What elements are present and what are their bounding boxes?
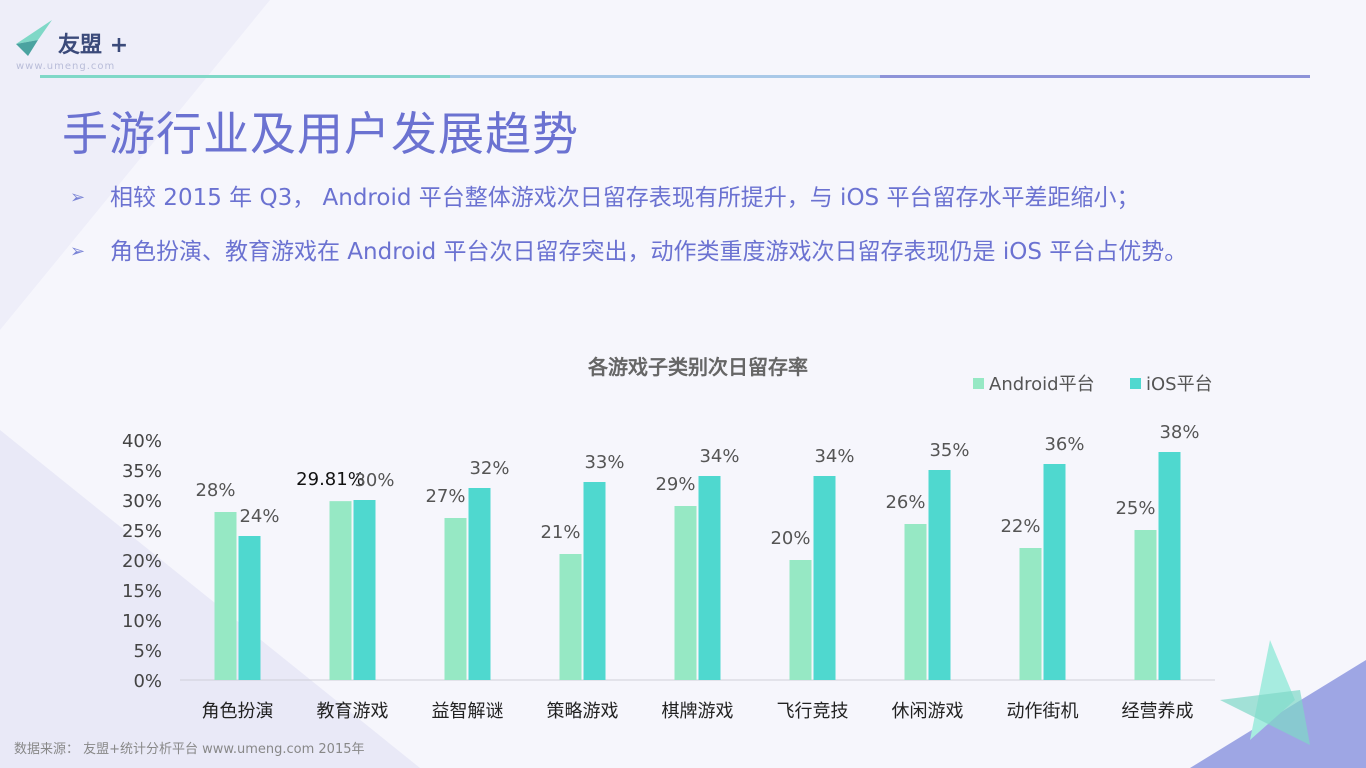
bar bbox=[698, 476, 721, 680]
data-label: 38% bbox=[1159, 422, 1199, 443]
data-label: 30% bbox=[354, 470, 394, 491]
data-label: 20% bbox=[770, 528, 810, 549]
bar bbox=[674, 506, 697, 680]
data-label: 24% bbox=[239, 506, 279, 527]
logo-url: www.umeng.com bbox=[16, 61, 116, 72]
bar bbox=[583, 482, 606, 680]
legend-swatch bbox=[1130, 378, 1141, 389]
x-category-label: 休闲游戏 bbox=[892, 701, 964, 722]
bar bbox=[444, 518, 467, 680]
logo-text: 友盟 + bbox=[58, 33, 129, 58]
bullet-text: 角色扮演、教育游戏在 Android 平台次日留存突出，动作类重度游戏次日留存表… bbox=[110, 239, 1188, 265]
bar bbox=[214, 512, 237, 680]
legend-label: iOS平台 bbox=[1146, 374, 1213, 395]
data-label: 36% bbox=[1044, 434, 1084, 455]
bullet-item: ➢ 相较 2015 年 Q3， Android 平台整体游戏次日留存表现有所提升… bbox=[70, 172, 1320, 224]
y-tick-label: 35% bbox=[122, 461, 162, 482]
bar bbox=[1158, 452, 1181, 680]
data-label: 33% bbox=[584, 452, 624, 473]
x-category-label: 棋牌游戏 bbox=[662, 701, 734, 722]
header-divider bbox=[880, 75, 1310, 78]
data-label: 27% bbox=[425, 486, 465, 507]
header-divider bbox=[40, 75, 450, 78]
bar bbox=[904, 524, 927, 680]
x-category-label: 角色扮演 bbox=[202, 701, 274, 722]
x-category-label: 飞行竞技 bbox=[777, 701, 849, 722]
bar bbox=[928, 470, 951, 680]
data-label: 21% bbox=[540, 522, 580, 543]
page-title: 手游行业及用户发展趋势 bbox=[62, 107, 579, 161]
y-tick-label: 30% bbox=[122, 491, 162, 512]
arrow-bullet-icon: ➢ bbox=[70, 241, 86, 262]
data-label: 25% bbox=[1115, 498, 1155, 519]
retention-bar-chart: 各游戏子类别次日留存率 Android平台 iOS平台 0% 5% 10% 15% 20% 25… bbox=[122, 355, 1215, 722]
bar bbox=[353, 500, 376, 680]
bar bbox=[1134, 530, 1157, 680]
bar bbox=[329, 501, 352, 680]
chart-title: 各游戏子类别次日留存率 bbox=[587, 355, 808, 379]
bar bbox=[1043, 464, 1066, 680]
data-label: 26% bbox=[885, 492, 925, 513]
y-tick-label: 10% bbox=[122, 611, 162, 632]
y-tick-label: 20% bbox=[122, 551, 162, 572]
bar bbox=[559, 554, 582, 680]
x-category-label: 益智解谜 bbox=[432, 701, 504, 722]
y-tick-label: 5% bbox=[133, 641, 162, 662]
bullet-text: 相较 2015 年 Q3， Android 平台整体游戏次日留存表现有所提升，与… bbox=[110, 185, 1140, 211]
x-category-label: 教育游戏 bbox=[317, 701, 389, 722]
x-category-label: 经营养成 bbox=[1122, 701, 1194, 722]
y-tick-label: 40% bbox=[122, 431, 162, 452]
bar bbox=[468, 488, 491, 680]
data-label: 35% bbox=[929, 440, 969, 461]
data-label: 34% bbox=[699, 446, 739, 467]
x-category-label: 动作街机 bbox=[1007, 701, 1079, 722]
bar bbox=[813, 476, 836, 680]
arrow-bullet-icon: ➢ bbox=[70, 187, 86, 208]
data-label: 29% bbox=[655, 474, 695, 495]
logo bbox=[14, 18, 214, 78]
bar bbox=[789, 560, 812, 680]
x-category-label: 策略游戏 bbox=[547, 701, 619, 722]
bullet-item: ➢ 角色扮演、教育游戏在 Android 平台次日留存突出，动作类重度游戏次日留… bbox=[70, 226, 1320, 326]
header-divider bbox=[450, 75, 880, 78]
y-tick-label: 0% bbox=[133, 671, 162, 692]
bar bbox=[238, 536, 261, 680]
logo-bird-icon bbox=[16, 20, 52, 56]
y-tick-label: 25% bbox=[122, 521, 162, 542]
legend-label: Android平台 bbox=[989, 374, 1095, 395]
data-label: 34% bbox=[814, 446, 854, 467]
legend-swatch bbox=[973, 378, 984, 389]
y-tick-label: 15% bbox=[122, 581, 162, 602]
data-label: 22% bbox=[1000, 516, 1040, 537]
bar bbox=[1019, 548, 1042, 680]
data-label: 28% bbox=[195, 480, 235, 501]
source-footnote: 数据来源： 友盟+统计分析平台 www.umeng.com 2015年 bbox=[14, 742, 365, 757]
data-label: 29.81% bbox=[296, 469, 365, 490]
data-label: 32% bbox=[469, 458, 509, 479]
